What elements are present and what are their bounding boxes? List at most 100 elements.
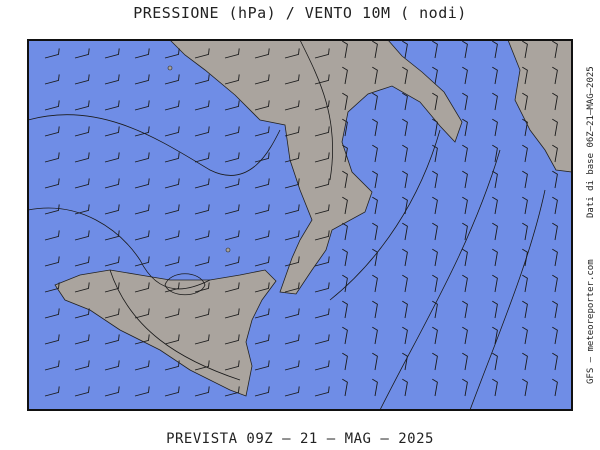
wind-barb — [164, 386, 180, 397]
wind-barb — [342, 300, 348, 319]
wind-barb — [522, 92, 528, 111]
map-title: PRESSIONE (hPa) / VENTO 10M ( nodi) — [133, 4, 467, 22]
wind-barb — [522, 248, 528, 267]
wind-barb — [402, 40, 408, 59]
wind-barb — [342, 326, 348, 345]
wind-barb — [432, 274, 438, 293]
wind-barb — [462, 222, 468, 241]
wind-barb — [342, 196, 348, 215]
wind-barb — [134, 282, 150, 293]
wind-barb — [74, 126, 90, 137]
wind-barb — [224, 308, 240, 319]
wind-barb — [74, 256, 90, 267]
source-label: GFS – meteoreporter.com — [586, 259, 596, 384]
wind-barb — [254, 256, 270, 267]
wind-barb — [402, 300, 408, 319]
wind-barb — [74, 152, 90, 163]
wind-barb — [314, 256, 330, 267]
wind-barb — [224, 282, 240, 293]
wind-barb — [194, 308, 210, 319]
wind-barb — [74, 282, 90, 293]
wind-barb — [552, 352, 558, 371]
wind-barb — [44, 386, 60, 397]
wind-barb — [432, 300, 438, 319]
wind-barb — [194, 100, 210, 111]
island — [225, 247, 231, 253]
wind-barb — [342, 352, 348, 371]
wind-barb — [224, 152, 240, 163]
wind-barb — [402, 144, 408, 163]
wind-barb — [164, 152, 180, 163]
wind-barb — [342, 144, 348, 163]
wind-barb — [74, 74, 90, 85]
wind-barb — [224, 360, 240, 371]
wind-barb — [402, 170, 408, 189]
wind-barb — [552, 144, 558, 163]
wind-barb — [224, 100, 240, 111]
wind-barb — [74, 100, 90, 111]
wind-barb — [134, 334, 150, 345]
wind-barb — [134, 74, 150, 85]
wind-barb — [462, 352, 468, 371]
wind-barb — [314, 74, 330, 85]
wind-barb — [552, 170, 558, 189]
wind-barb — [492, 66, 498, 85]
wind-barb — [402, 248, 408, 267]
wind-barb — [164, 48, 180, 59]
wind-barb — [254, 386, 270, 397]
wind-barb — [372, 118, 378, 137]
wind-barb — [462, 66, 468, 85]
wind-barb — [254, 308, 270, 319]
wind-barb — [134, 100, 150, 111]
wind-barb — [254, 282, 270, 293]
wind-barb — [224, 256, 240, 267]
wind-barb — [104, 360, 120, 371]
wind-barb — [462, 40, 468, 59]
wind-barb — [522, 40, 528, 59]
wind-barb — [342, 248, 348, 267]
wind-barb — [134, 360, 150, 371]
wind-barb — [254, 204, 270, 215]
wind-barb — [74, 334, 90, 345]
wind-barb — [402, 222, 408, 241]
wind-barb — [522, 300, 528, 319]
wind-barb — [194, 360, 210, 371]
wind-barb — [314, 386, 330, 397]
wind-barb — [372, 170, 378, 189]
wind-barb — [462, 300, 468, 319]
wind-barb — [462, 326, 468, 345]
wind-barb — [254, 152, 270, 163]
wind-barb — [432, 352, 438, 371]
wind-barb — [432, 196, 438, 215]
wind-barb — [402, 118, 408, 137]
wind-barb — [522, 66, 528, 85]
wind-barb — [432, 248, 438, 267]
wind-barb — [44, 48, 60, 59]
wind-barb — [402, 66, 408, 85]
wind-barb — [342, 66, 348, 85]
wind-barb — [552, 248, 558, 267]
wind-barb — [314, 334, 330, 345]
wind-barb — [74, 386, 90, 397]
wind-barb — [314, 360, 330, 371]
wind-barb — [254, 178, 270, 189]
wind-barb — [134, 48, 150, 59]
wind-barb — [492, 92, 498, 111]
base-data-label: Dati di base 06Z–21–MAG–2025 — [586, 66, 596, 218]
wind-barb — [372, 66, 378, 85]
forecast-time: PREVISTA 09Z – 21 – MAG – 2025 — [166, 431, 434, 447]
wind-barb — [104, 74, 120, 85]
wind-barb — [314, 204, 330, 215]
wind-barb — [104, 100, 120, 111]
wind-barb — [314, 230, 330, 241]
wind-barb — [372, 378, 378, 397]
wind-barb — [104, 230, 120, 241]
wind-barb — [164, 230, 180, 241]
wind-barb — [342, 378, 348, 397]
wind-barb — [134, 230, 150, 241]
wind-barb — [372, 274, 378, 293]
wind-barb — [104, 282, 120, 293]
wind-barb — [164, 100, 180, 111]
wind-barb — [432, 170, 438, 189]
wind-barb — [372, 40, 378, 59]
